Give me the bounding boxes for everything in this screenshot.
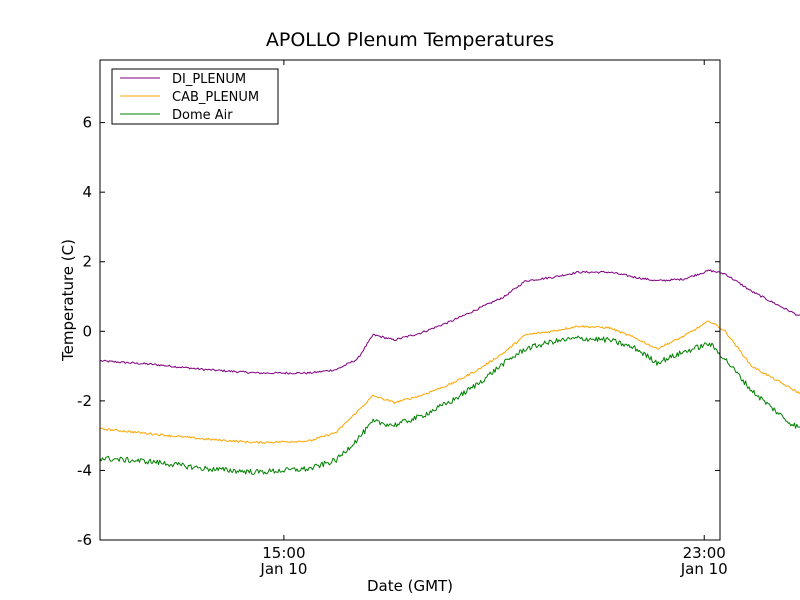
- x-tick-date: Jan 10: [680, 560, 728, 578]
- legend-label: Dome Air: [172, 108, 233, 123]
- series-line-di-plenum: [99, 269, 800, 375]
- x-tick-time: 23:00: [683, 544, 726, 562]
- y-tick-label: -6: [77, 531, 92, 549]
- plot-frame: [99, 59, 721, 541]
- y-tick-label: -4: [77, 461, 92, 479]
- series-lines: [99, 269, 800, 475]
- y-axis-label: Temperature (C): [59, 239, 77, 362]
- y-tick-label: 0: [82, 322, 92, 340]
- series-line-cab-plenum: [99, 320, 800, 444]
- y-tick-label: 6: [82, 114, 92, 132]
- x-tick-time: 15:00: [262, 544, 305, 562]
- x-axis-label: Date (GMT): [367, 577, 453, 595]
- y-tick-label: 4: [82, 183, 92, 201]
- y-axis: -6 -4 -2 0 2 4 6: [77, 114, 720, 549]
- y-tick-label: -2: [77, 392, 92, 410]
- series-line-dome-air: [99, 335, 800, 475]
- x-tick-date: Jan 10: [259, 560, 307, 578]
- legend-label: DI_PLENUM: [172, 72, 246, 87]
- y-tick-label: 2: [82, 253, 92, 271]
- legend-label: CAB_PLENUM: [172, 90, 259, 105]
- legend: DI_PLENUM CAB_PLENUM Dome Air: [111, 68, 279, 125]
- chart-title: APOLLO Plenum Temperatures: [266, 29, 554, 51]
